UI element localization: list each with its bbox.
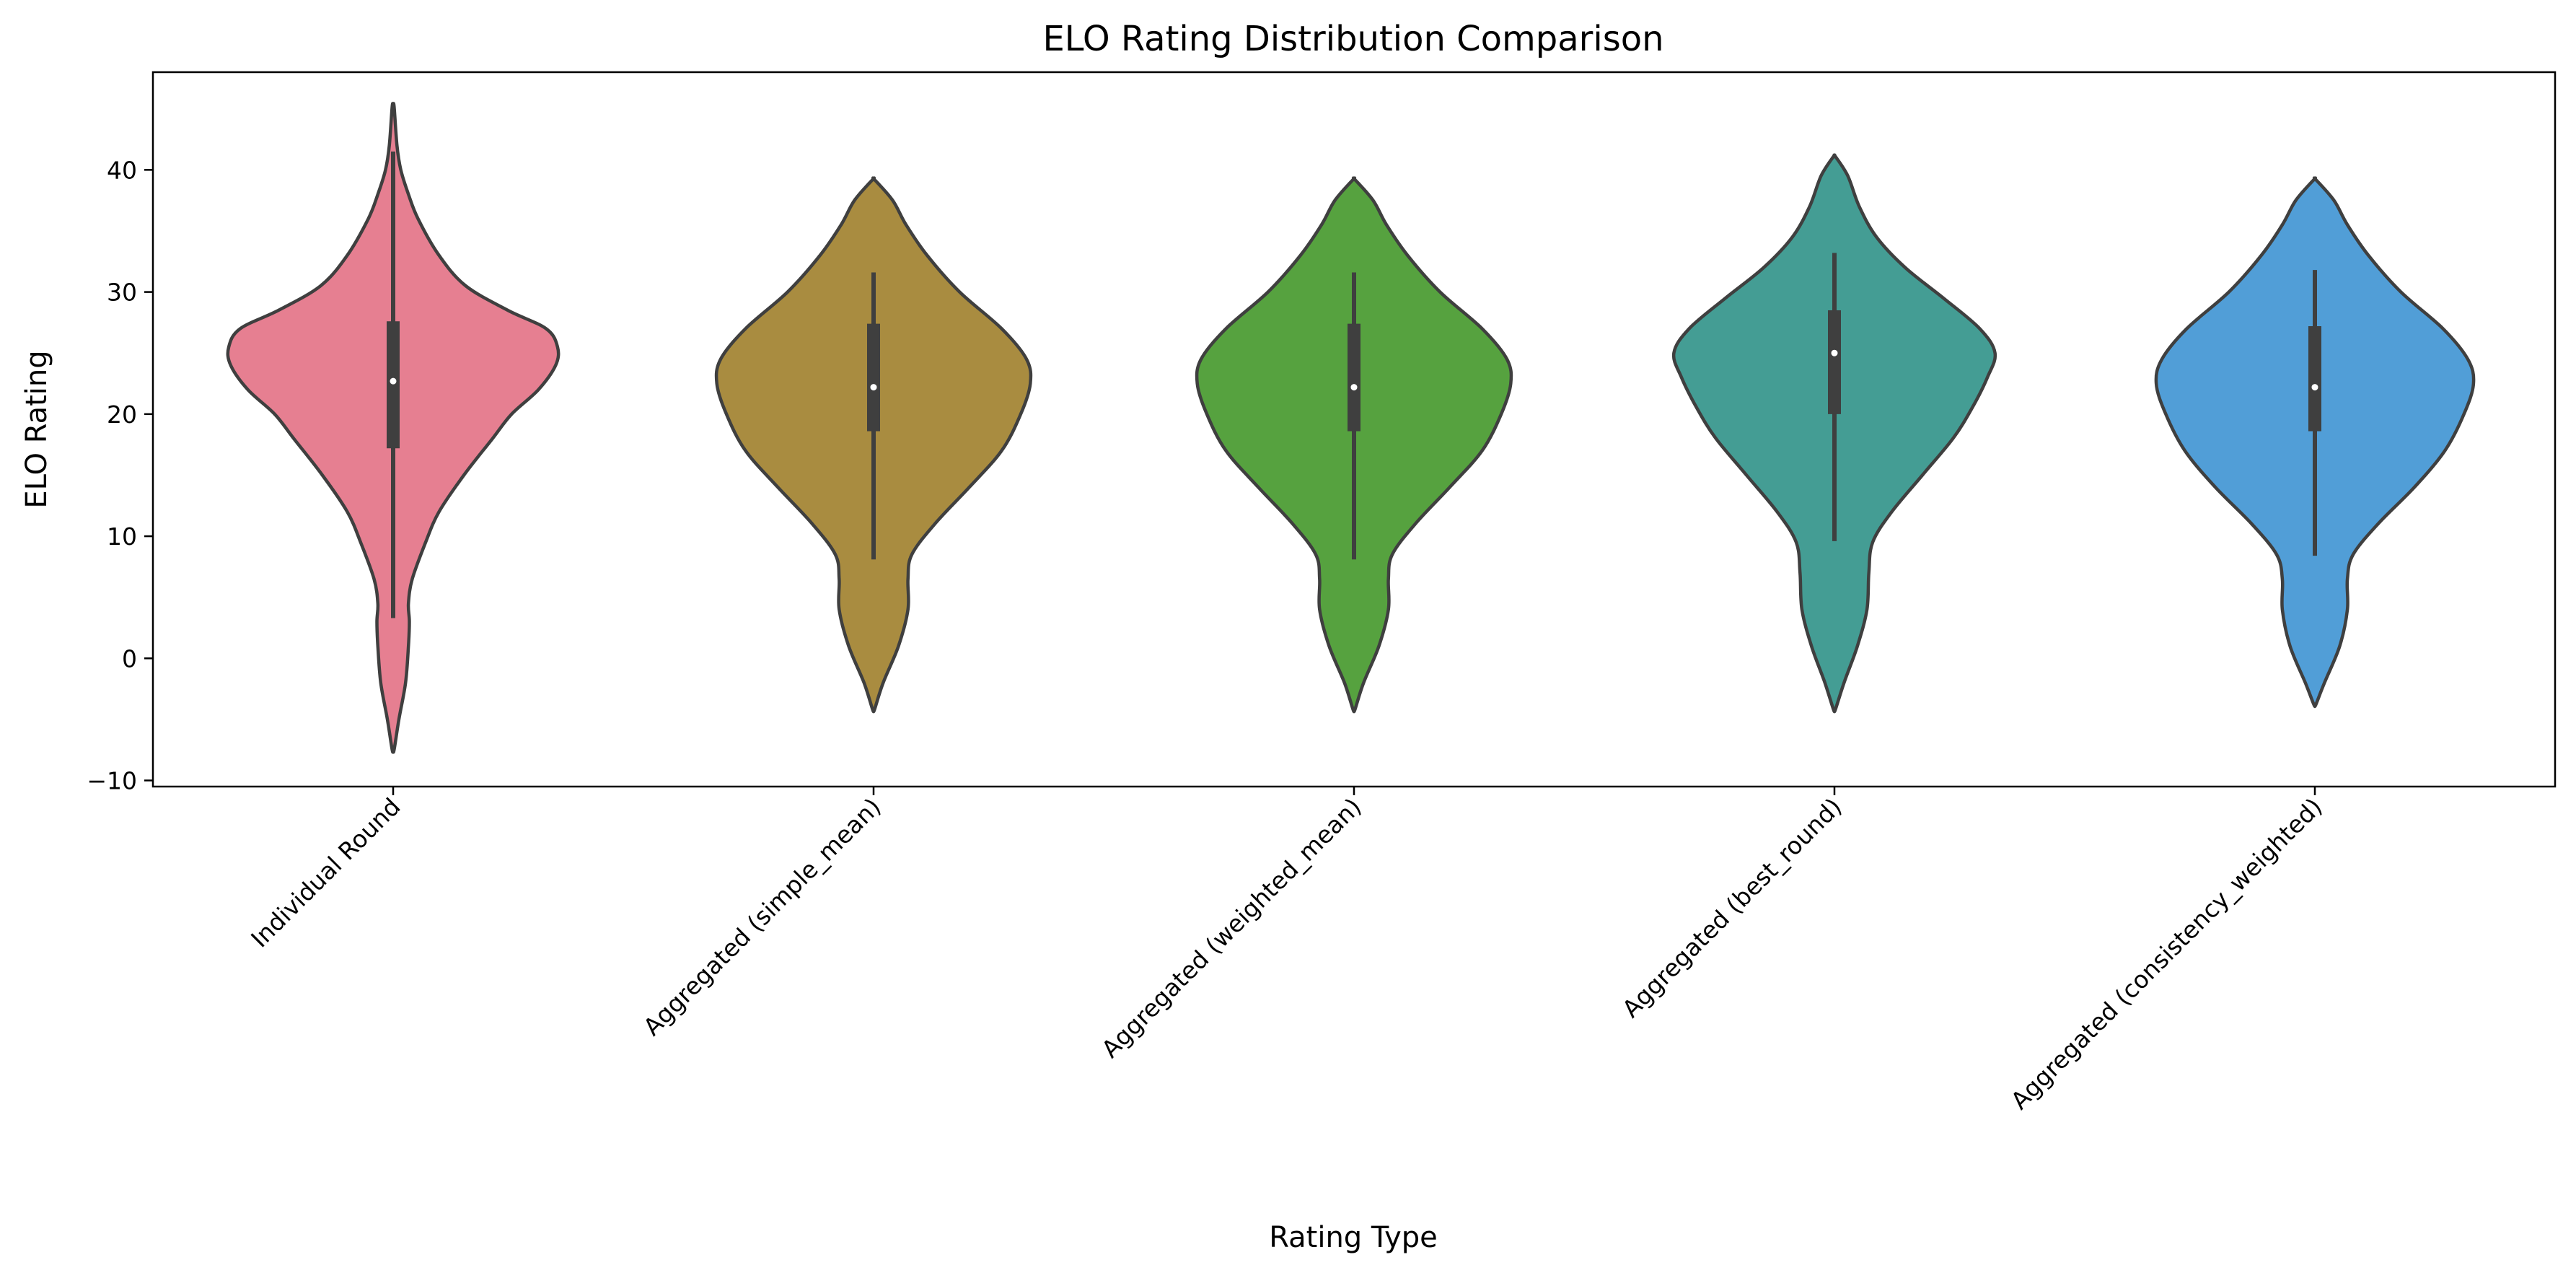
x-tick-label: Aggregated (weighted_mean) [1096,792,1366,1063]
iqr-box-2 [867,323,880,432]
median-dot-3 [1350,384,1358,391]
median-dot-2 [870,384,877,391]
x-tick-label: Individual Round [245,792,405,953]
x-tick-label: Aggregated (best_round) [1617,792,1847,1023]
x-tick-label: Aggregated (consistency_weighted) [2005,792,2328,1115]
x-axis-label: Rating Type [1269,1221,1438,1254]
iqr-box-3 [1348,323,1360,432]
y-tick-label: 10 [107,522,137,551]
x-tick-label: Aggregated (simple_mean) [638,792,887,1041]
y-tick-label: 30 [107,279,137,307]
median-dot-4 [1831,349,1838,356]
y-tick-label: −10 [87,767,137,795]
boxes-layer [387,152,2321,618]
median-dot-5 [2311,384,2318,391]
iqr-box-4 [1828,310,1841,414]
chart-title: ELO Rating Distribution Comparison [1042,19,1663,59]
y-tick-label: 0 [122,644,137,673]
y-axis: −10 0 10 20 30 40 [87,156,153,795]
y-tick-label: 20 [107,401,137,429]
y-tick-label: 40 [107,156,137,184]
iqr-box-1 [387,321,400,449]
y-axis-label: ELO Rating [20,350,53,508]
x-axis: Individual Round Aggregated (simple_mean)… [245,787,2328,1115]
iqr-box-5 [2308,326,2321,432]
median-dot-1 [390,377,397,385]
